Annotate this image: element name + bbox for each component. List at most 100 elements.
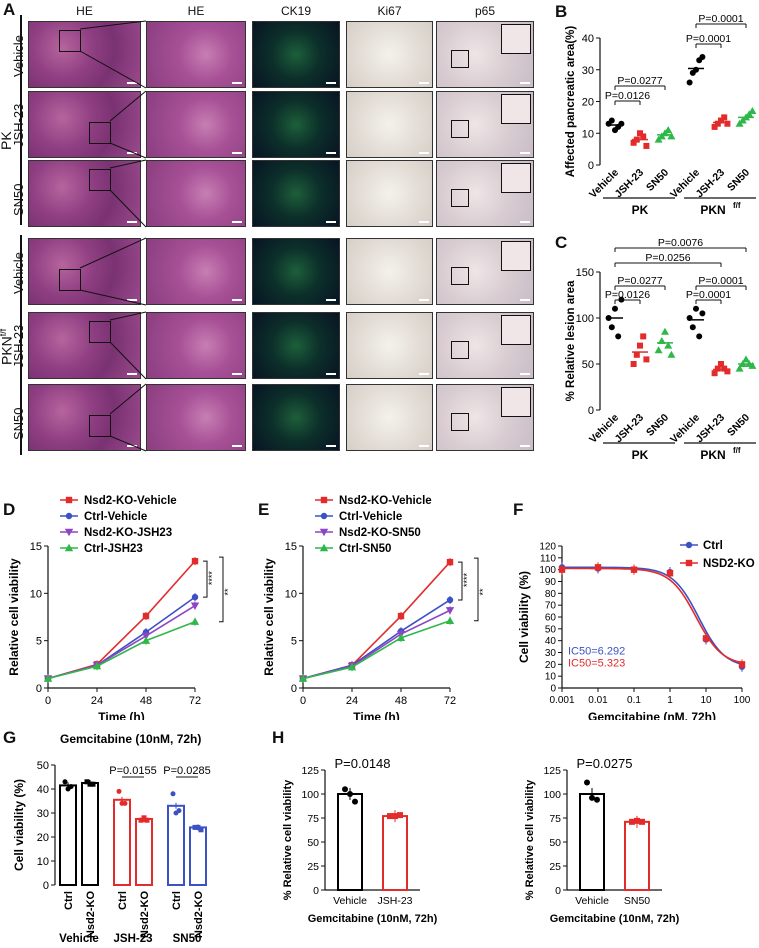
data-point: [666, 570, 674, 577]
data-point: [192, 824, 198, 830]
data-point: [195, 824, 201, 830]
data-point: [711, 123, 718, 130]
data-point: [142, 612, 150, 620]
y-tick-label: 10: [30, 588, 42, 600]
data-point: [144, 817, 150, 823]
micrograph-tile: [28, 160, 141, 227]
micrograph-tile: [28, 384, 141, 451]
data-point: [686, 79, 693, 86]
p-value: P=0.0256: [645, 252, 690, 264]
zoom-inset: [501, 24, 531, 54]
data-point: [699, 310, 706, 317]
panel-h-letter: H: [272, 728, 285, 747]
y-axis-label: Cell viability (%): [517, 571, 531, 663]
data-point: [190, 602, 200, 610]
scale-bar: [520, 299, 530, 301]
y-tick-label: 75: [549, 813, 561, 825]
x-tick-label: 24: [91, 695, 103, 707]
y-tick-label: 0: [36, 683, 42, 695]
x-tick-label: 10: [700, 695, 712, 706]
data-point: [714, 365, 721, 372]
data-point: [664, 341, 673, 349]
ic50-label: IC50=6.292: [568, 646, 625, 658]
group-label-sup: f/f: [0, 328, 8, 337]
sig-stars: ****: [207, 571, 217, 586]
data-point: [630, 566, 638, 573]
bar: [382, 815, 408, 891]
data-point: [138, 817, 144, 823]
data-point: [718, 117, 724, 124]
zoom-box: [89, 122, 111, 144]
p-value: P=0.0001: [686, 289, 731, 301]
x-tick-label: 1: [667, 695, 673, 706]
data-point: [347, 662, 357, 671]
data-point: [640, 333, 647, 340]
category-label: SN50: [644, 167, 671, 194]
y-tick-label: 40: [545, 636, 557, 647]
scale-bar: [127, 373, 137, 375]
y-tick-label: 15: [30, 541, 42, 553]
legend-marker: [65, 512, 73, 520]
group-label: PKN: [700, 448, 725, 462]
panel-h1-chart: 0 25 50 75 100 125 % Relative cell viability Ve…: [282, 756, 438, 925]
legend-label: Ctrl: [703, 540, 723, 552]
sig-stars: **: [223, 588, 233, 596]
scale-bar: [232, 445, 242, 447]
zoom-box: [451, 413, 469, 431]
micrograph-tile: [146, 160, 246, 227]
data-point: [176, 808, 182, 814]
y-tick-label: 40: [582, 33, 594, 45]
micrograph-tile: [28, 312, 141, 379]
chart-title: Gemcitabine (10nM, 72h): [60, 732, 201, 746]
zoom-line: [79, 20, 147, 30]
legend-label: Ctrl-SN50: [339, 543, 391, 555]
group-label-pknff: PKNf/f: [0, 329, 15, 365]
zoom-box: [451, 120, 469, 138]
y-tick-label: 125: [301, 765, 319, 777]
scale-bar: [520, 373, 530, 375]
y-tick-label: 20: [37, 832, 49, 844]
data-point: [724, 368, 731, 375]
y-tick-label: 10: [37, 856, 49, 868]
panel-d-letter: D: [3, 500, 16, 519]
data-point: [62, 779, 68, 785]
panel-d-chart: 0 5 10 15 0 24 48 72 Time (h) Relative cell viabi…: [7, 495, 233, 720]
y-tick-label: 110: [540, 553, 556, 564]
micrograph-tile: [346, 21, 433, 88]
legend-marker: [320, 512, 328, 520]
panel-g-chart: Gemcitabine (10nM, 72h) 0 10 20 30 40 50 Cell v…: [12, 732, 211, 945]
data-point: [664, 126, 673, 134]
scale-bar: [232, 221, 242, 223]
legend-marker: [319, 528, 329, 537]
y-tick-label: 100: [543, 789, 561, 801]
y-tick-label: 50: [582, 359, 594, 371]
micrograph-tile: [28, 21, 141, 88]
y-tick-label: 90: [545, 577, 557, 588]
panel-a-column-header: HE: [187, 4, 205, 18]
sig-stars: ****: [462, 573, 472, 588]
x-axis-label: Gemcitabine (10nM, 72h): [308, 913, 438, 925]
data-point: [298, 674, 308, 682]
y-tick-label: 70: [545, 601, 557, 612]
zoom-line: [109, 435, 147, 452]
sig-bracket: [203, 560, 208, 598]
data-point: [718, 361, 724, 367]
micrograph-tile: [436, 312, 534, 379]
legend-marker: [64, 543, 74, 552]
panel-f-letter: F: [513, 500, 524, 519]
y-tick-label: 10: [545, 672, 557, 683]
group-label: PKN: [700, 203, 725, 217]
group-label-sup: f/f: [733, 201, 741, 210]
category-label: Nsd2-KO: [193, 891, 205, 939]
micrograph-tile: [346, 160, 433, 227]
ic50-label: IC50=5.323: [568, 658, 625, 670]
micrograph-tile: [28, 91, 141, 158]
scale-bar: [232, 373, 242, 375]
y-tick-label: 50: [545, 624, 557, 635]
bar: [59, 784, 77, 886]
scale-bar: [326, 299, 336, 301]
y-tick-label: 100: [576, 313, 594, 325]
scale-bar: [127, 221, 137, 223]
